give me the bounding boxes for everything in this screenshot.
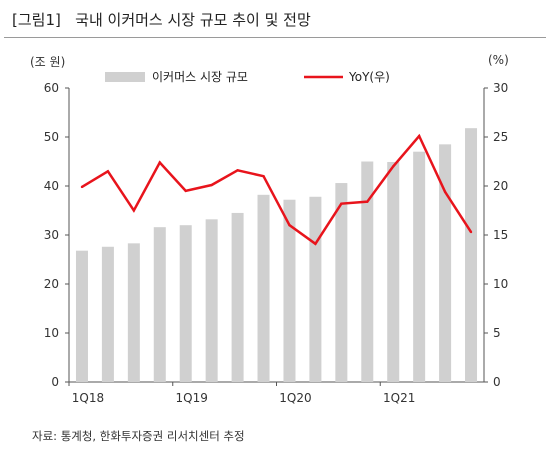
x-tick-label: 1Q21 xyxy=(383,391,415,405)
left-tick-label: 30 xyxy=(44,228,59,242)
bar xyxy=(127,243,140,382)
right-axis-unit: (%) xyxy=(488,53,509,67)
source-note: 자료: 통계청, 한화투자증권 리서치센터 추정 xyxy=(32,429,245,443)
yoy-point xyxy=(262,175,265,178)
bar xyxy=(101,246,114,382)
left-tick-label: 20 xyxy=(44,277,59,291)
yoy-point xyxy=(417,134,421,138)
bar xyxy=(413,151,426,382)
right-tick-label: 10 xyxy=(493,277,508,291)
left-tick-label: 0 xyxy=(51,375,59,389)
header-divider xyxy=(4,37,546,38)
bar xyxy=(335,183,348,382)
yoy-point xyxy=(314,242,317,246)
bar xyxy=(439,144,452,382)
bar xyxy=(465,128,478,382)
left-tick-label: 10 xyxy=(44,326,59,340)
bar xyxy=(153,227,166,382)
figure-title: [그림1] 국내 이커머스 시장 규모 추이 및 전망 xyxy=(12,11,311,29)
yoy-point xyxy=(288,224,291,227)
right-tick-label: 20 xyxy=(493,179,508,193)
x-tick-label: 1Q18 xyxy=(72,391,104,405)
bar xyxy=(231,212,244,382)
yoy-point xyxy=(236,169,239,172)
right-tick-label: 15 xyxy=(493,228,508,242)
yoy-line xyxy=(81,133,473,246)
bar xyxy=(205,219,218,382)
yoy-point xyxy=(392,165,395,168)
left-tick-label: 50 xyxy=(44,130,59,144)
yoy-point xyxy=(469,230,473,234)
right-tick-label: 5 xyxy=(493,326,501,340)
right-tick-label: 0 xyxy=(493,375,501,389)
bar xyxy=(361,161,374,382)
yoy-point xyxy=(184,189,187,193)
legend-bar-swatch xyxy=(105,72,145,82)
x-tick-label: 1Q19 xyxy=(176,391,208,405)
left-axis-unit: (조 원) xyxy=(30,55,66,69)
figure-header: [그림1] 국내 이커머스 시장 규모 추이 및 전망 xyxy=(0,0,550,38)
left-tick-label: 40 xyxy=(44,179,59,193)
yoy-point xyxy=(366,200,369,203)
bar xyxy=(283,199,296,382)
legend-line-label: YoY(우) xyxy=(348,70,390,84)
x-tick-label: 1Q20 xyxy=(279,391,311,405)
yoy-point xyxy=(443,190,447,194)
legend-bar-label: 이커머스 시장 규모 xyxy=(152,70,248,84)
yoy-point xyxy=(158,161,161,164)
yoy-point xyxy=(210,183,213,187)
bar xyxy=(75,250,88,382)
yoy-point xyxy=(80,185,84,189)
left-tick-label: 60 xyxy=(44,81,59,95)
yoy-point xyxy=(132,209,136,212)
right-tick-label: 30 xyxy=(493,81,508,95)
bar xyxy=(387,161,400,382)
bar xyxy=(309,196,322,382)
yoy-point xyxy=(106,170,110,173)
yoy-point xyxy=(340,202,343,205)
bar xyxy=(179,225,192,382)
bar xyxy=(257,194,270,382)
right-tick-label: 25 xyxy=(493,130,508,144)
